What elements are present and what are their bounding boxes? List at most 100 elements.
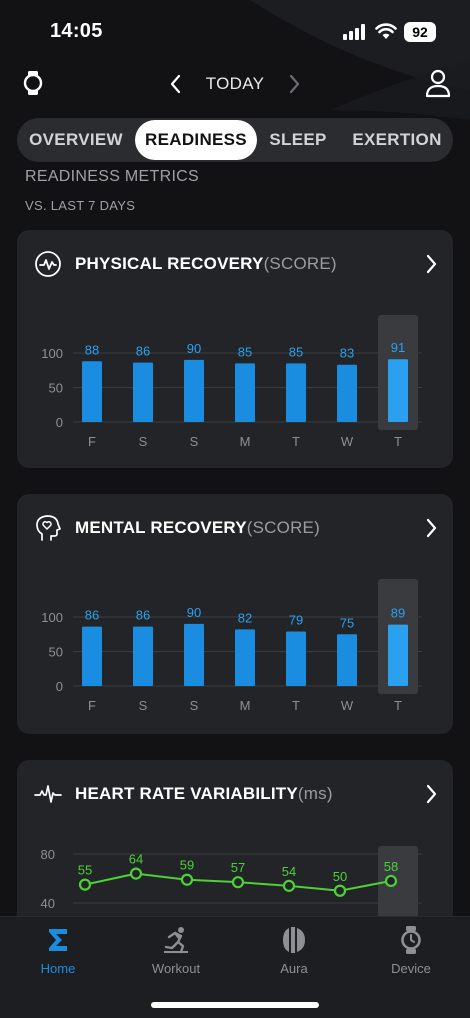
y-tick-label: 0 [56, 679, 63, 694]
y-tick-label: 50 [49, 645, 63, 660]
status-bar: 14:05 92 [0, 0, 470, 60]
data-point [384, 874, 398, 888]
view-tabs: OVERVIEW READINESS SLEEP EXERTION [17, 118, 453, 162]
tab-overview[interactable]: OVERVIEW [29, 130, 123, 149]
physical-recovery-card[interactable]: PHYSICAL RECOVERY(SCORE) 0 50 100 88 F 86 S 90 S… [17, 230, 453, 468]
data-label: 91 [391, 340, 405, 355]
bar [235, 629, 255, 686]
card-title-unit: (SCORE) [263, 254, 337, 273]
activity-pulse-icon [35, 251, 61, 277]
chevron-right-icon[interactable] [421, 782, 441, 806]
section-title: READINESS METRICS [25, 168, 200, 185]
physical-recovery-chart: 0 50 100 88 F 86 S 90 S 85 M 85 T 83 W 91 T [41, 315, 422, 449]
y-tick-label: 50 [49, 381, 63, 396]
data-label: 85 [289, 344, 303, 359]
nav-home[interactable]: Home [13, 925, 103, 976]
x-tick-label: M [240, 698, 251, 713]
mental-recovery-chart: 0 50 100 86 F 86 S 90 S 82 M 79 T 75 W 89 T [41, 579, 422, 713]
home-sigma-icon [49, 929, 67, 951]
card-title: MENTAL RECOVERY(SCORE) [75, 518, 320, 538]
next-day-chevron-icon[interactable] [284, 72, 304, 96]
battery-indicator: 92 [404, 22, 436, 42]
home-indicator [151, 1002, 319, 1008]
data-label: 86 [136, 344, 150, 359]
bar [337, 634, 357, 686]
x-tick-label: S [139, 698, 148, 713]
date-navigation: TODAY [0, 62, 470, 106]
nav-workout-label: Workout [151, 961, 201, 976]
watch-icon[interactable] [20, 70, 46, 96]
card-title-text: MENTAL RECOVERY [75, 518, 247, 537]
chevron-right-icon[interactable] [421, 516, 441, 540]
data-point [333, 884, 347, 897]
nav-device-label: Device [391, 961, 431, 976]
data-label: 82 [238, 610, 252, 625]
bar [286, 631, 306, 686]
card-title: PHYSICAL RECOVERY(SCORE) [75, 254, 337, 274]
x-tick-label: T [394, 698, 402, 713]
data-label: 64 [129, 852, 143, 867]
device-watch-icon [401, 926, 421, 954]
tab-sleep[interactable]: SLEEP [269, 130, 327, 149]
data-label: 83 [340, 346, 354, 361]
bar [133, 362, 153, 422]
data-label: 58 [384, 859, 398, 874]
x-tick-label: S [190, 434, 199, 449]
head-heart-icon [36, 515, 61, 541]
bar [388, 359, 408, 422]
data-label: 85 [238, 344, 252, 359]
x-tick-label: T [394, 434, 402, 449]
data-point [180, 873, 194, 886]
mental-recovery-card[interactable]: MENTAL RECOVERY(SCORE) 0 50 100 86 F 86 S 90 S 82… [17, 494, 453, 734]
profile-icon[interactable] [424, 68, 452, 98]
bottom-navigation: Home Workout Aura Device [0, 916, 470, 1018]
data-point [129, 867, 143, 880]
x-tick-label: F [88, 434, 96, 449]
bar [184, 623, 204, 686]
data-point [282, 879, 296, 892]
aura-waves-icon [283, 927, 305, 953]
card-title-unit: (ms) [297, 784, 333, 803]
y-tick-label: 100 [41, 346, 63, 361]
data-label: 79 [289, 612, 303, 627]
bar [235, 363, 255, 422]
data-point [78, 878, 92, 891]
bar [337, 364, 357, 422]
bar [184, 359, 204, 422]
data-label: 50 [333, 869, 347, 884]
cellular-signal-icon [343, 24, 365, 40]
x-tick-label: T [292, 434, 300, 449]
bar [388, 624, 408, 686]
y-tick-label: 0 [56, 415, 63, 430]
wifi-icon [375, 23, 397, 39]
nav-aura[interactable]: Aura [249, 925, 339, 976]
data-point [231, 876, 245, 889]
chevron-right-icon[interactable] [421, 252, 441, 276]
nav-device[interactable]: Device [366, 925, 456, 976]
x-tick-label: W [341, 434, 354, 449]
x-tick-label: T [292, 698, 300, 713]
data-label: 88 [85, 342, 99, 357]
bar [82, 361, 102, 422]
bar [82, 626, 102, 686]
card-title-unit: (SCORE) [246, 518, 320, 537]
y-tick-label: 100 [41, 610, 63, 625]
heartbeat-wave-icon [34, 785, 62, 803]
data-label: 54 [282, 864, 296, 879]
tab-readiness[interactable]: READINESS [135, 120, 257, 160]
data-label: 89 [391, 606, 405, 621]
tab-exertion[interactable]: EXERTION [352, 130, 442, 149]
bar [133, 626, 153, 686]
y-tick-label: 40 [41, 896, 55, 911]
data-label: 86 [136, 608, 150, 623]
previous-day-chevron-icon[interactable] [166, 72, 186, 96]
data-label: 57 [231, 860, 245, 875]
card-title-text: HEART RATE VARIABILITY [75, 784, 298, 803]
date-title[interactable]: TODAY [205, 74, 265, 93]
x-tick-label: S [139, 434, 148, 449]
data-label: 90 [187, 605, 201, 620]
nav-workout[interactable]: Workout [131, 925, 221, 976]
nav-home-label: Home [40, 961, 76, 976]
x-tick-label: S [190, 698, 199, 713]
card-title-text: PHYSICAL RECOVERY [75, 254, 264, 273]
